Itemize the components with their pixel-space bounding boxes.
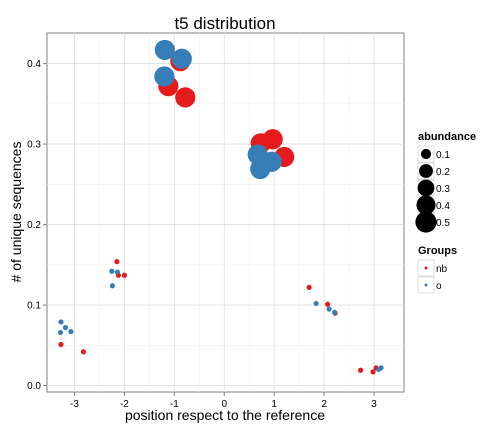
data-point-nb [80, 349, 87, 355]
data-point-o [57, 329, 64, 336]
color-legend-label: nb [436, 264, 448, 275]
data-point-nb [175, 87, 196, 108]
y-tick-label: 0.3 [27, 140, 41, 151]
minor-gridlines [47, 33, 404, 392]
data-point-o [171, 48, 192, 69]
data-point-nb [306, 284, 312, 290]
size-legend-title: abundance [418, 131, 476, 143]
data-point-o [114, 269, 121, 275]
color-legend: Groups nb o [417, 245, 457, 294]
y-tick-label: 0.0 [27, 381, 41, 392]
data-point-o [109, 268, 115, 274]
color-legend-title: Groups [418, 245, 457, 257]
data-point-o [62, 325, 69, 331]
color-legend-key-o [424, 283, 428, 287]
size-legend-label: 0.1 [436, 150, 450, 161]
x-tick-label: -3 [70, 399, 79, 410]
data-point-o [326, 306, 332, 312]
size-legend-label: 0.3 [436, 184, 450, 195]
size-legend-key [415, 211, 437, 233]
data-point-nb [325, 301, 331, 307]
x-tick-label: 1 [271, 399, 277, 410]
size-legend-key [417, 179, 435, 197]
data-point-o [109, 283, 116, 289]
y-axis-label: # of unique sequences [8, 142, 24, 283]
size-legend-label: 0.4 [436, 201, 450, 212]
major-gridlines [47, 33, 404, 392]
x-tick-label: -1 [170, 399, 179, 410]
data-point-o [331, 309, 338, 315]
plot-panel [46, 32, 405, 393]
size-legend-label: 0.5 [436, 218, 450, 229]
data-point-o [58, 319, 64, 325]
data-points [57, 39, 384, 375]
data-point-o [313, 300, 319, 307]
y-axis-ticks: 0.0 0.1 0.2 0.3 0.4 [27, 59, 47, 392]
data-point-nb [121, 272, 127, 278]
data-point-o [378, 365, 384, 371]
size-legend: abundance 0.1 0.2 0.3 0.4 0.5 [415, 131, 476, 233]
chart-title: t5 distribution [174, 14, 275, 33]
x-axis-ticks: -3 -2 -1 0 1 2 3 [70, 392, 377, 410]
data-point-nb [262, 129, 283, 150]
data-point-nb [357, 367, 364, 373]
data-point-nb [114, 259, 120, 265]
size-legend-label: 0.2 [436, 167, 450, 178]
data-point-o [68, 329, 74, 335]
size-legend-key [419, 164, 433, 178]
x-tick-label: 3 [371, 399, 377, 410]
x-tick-label: 2 [321, 399, 327, 410]
size-legend-key [416, 195, 436, 215]
data-point-nb [370, 369, 376, 375]
data-point-o [261, 151, 282, 172]
x-tick-label: 0 [221, 399, 227, 410]
data-point-o [154, 66, 175, 87]
x-tick-label: -2 [120, 399, 129, 410]
x-axis-label: position respect to the reference [125, 407, 325, 423]
data-point-o [154, 39, 175, 60]
color-legend-label: o [436, 281, 442, 292]
y-tick-label: 0.2 [27, 220, 41, 231]
y-tick-label: 0.4 [27, 59, 41, 70]
y-tick-label: 0.1 [27, 301, 41, 312]
data-point-nb [58, 341, 64, 348]
size-legend-key [420, 148, 432, 160]
color-legend-key-nb [424, 266, 428, 270]
